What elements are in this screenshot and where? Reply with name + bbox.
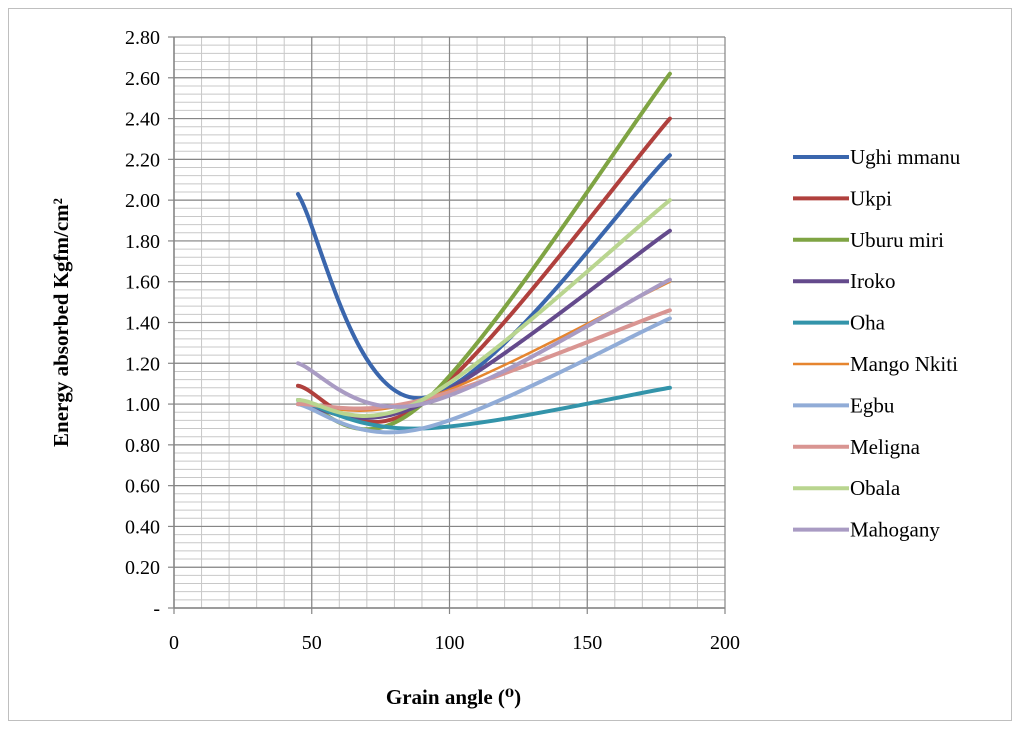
y-tick-label: 2.00 (125, 190, 160, 212)
legend-label-ukpi: Ukpi (850, 186, 892, 210)
axes (168, 36, 726, 614)
y-tick-label: 0.80 (125, 435, 160, 457)
y-tick-label: 0.20 (125, 557, 160, 579)
legend-label-meligna: Meligna (850, 435, 921, 459)
y-tick-label: 1.60 (125, 272, 160, 294)
y-tick-labels: - 0.20 0.40 0.60 0.80 1.00 1.20 1.40 1.60 1.80 2.0… (125, 27, 160, 620)
legend-label-oha: Oha (850, 311, 886, 335)
x-tick-label: 100 (435, 632, 465, 654)
legend-label-uburu-miri: Uburu miri (850, 228, 944, 252)
legend-label-iroko: Iroko (850, 269, 896, 293)
series-lines (295, 71, 672, 435)
series-line-egbu (295, 316, 672, 435)
y-tick-label: 2.80 (125, 27, 160, 49)
series-line-mahogany (295, 277, 672, 409)
series-line-obala (295, 198, 672, 418)
series-line-oha (295, 385, 672, 431)
series-line-iroko (295, 228, 672, 420)
y-tick-label: 1.20 (125, 353, 160, 375)
y-tick-label: - (153, 598, 160, 620)
y-tick-label: 1.80 (125, 231, 160, 253)
x-tick-labels: 0 50 100 150 200 (169, 632, 740, 654)
legend-label-ughi-mmanu: Ughi mmanu (850, 145, 961, 169)
y-tick-label: 2.60 (125, 68, 160, 90)
x-tick-label: 150 (572, 632, 602, 654)
x-tick-label: 200 (710, 632, 740, 654)
x-tick-label: 0 (169, 632, 179, 654)
legend-label-egbu: Egbu (850, 393, 895, 417)
y-tick-label: 0.40 (125, 516, 160, 538)
x-tick-label: 50 (302, 632, 322, 654)
y-tick-label: 1.00 (125, 394, 160, 416)
y-tick-label: 1.40 (125, 313, 160, 335)
legend-label-mahogany: Mahogany (850, 518, 940, 542)
y-tick-label: 2.20 (125, 149, 160, 171)
legend: Ughi mmanu Ukpi Uburu miri Iroko Oha Mango Nk… (793, 145, 961, 542)
x-axis-title: Grain angle (⁰) (386, 685, 521, 709)
y-tick-label: 2.40 (125, 109, 160, 131)
legend-label-mango-nkiti: Mango Nkiti (850, 352, 958, 376)
y-axis-title: Energy absorbed Kgfm/cm² (49, 198, 73, 447)
legend-label-obala: Obala (850, 476, 901, 500)
series-line-meligna (295, 308, 672, 411)
y-tick-label: 0.60 (125, 476, 160, 498)
